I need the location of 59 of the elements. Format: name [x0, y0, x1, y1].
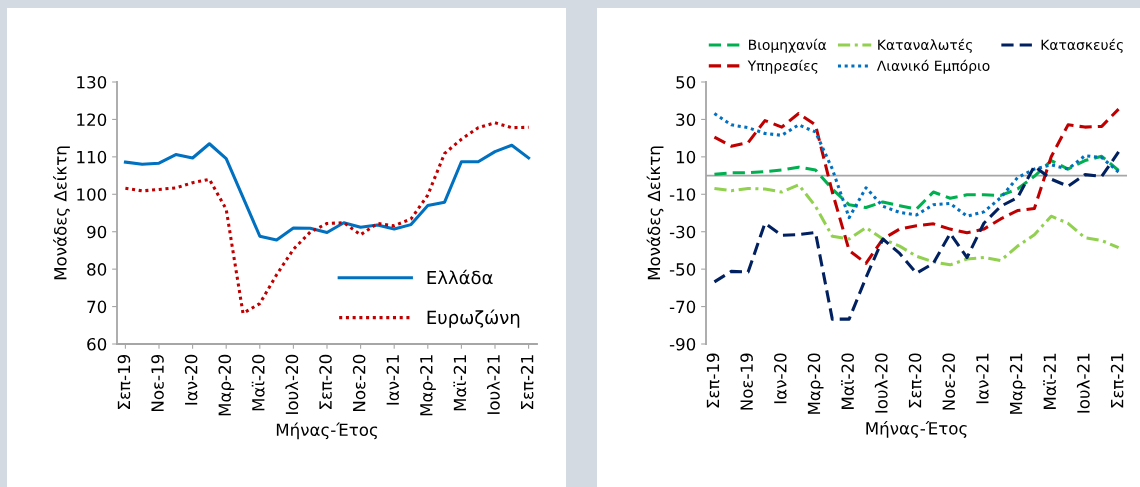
x-tick-label: Νοε-20	[942, 353, 956, 410]
legend-label: Υπηρεσίες	[747, 59, 818, 74]
x-tick-label: Σεπ-20	[908, 353, 922, 408]
x-tick-label: Ιουλ-21	[1076, 353, 1090, 413]
y-tick-label: 110	[77, 150, 107, 164]
x-tick-label: Μαϊ-20	[841, 353, 854, 409]
y-tick-label: 50	[676, 75, 696, 89]
y-tick-label: -10	[669, 188, 696, 201]
line-series	[712, 183, 1121, 267]
x-axis-title: Μήνας-Έτος	[276, 422, 378, 440]
y-axis-title: Μονάδες Δείκτη	[646, 146, 664, 280]
line-series	[712, 154, 1121, 211]
x-tick-label: Νοε-20	[352, 354, 366, 411]
legend-label: Κατασκευές	[1041, 38, 1123, 53]
y-tick-label: 70	[87, 300, 107, 314]
x-tick-label: Μαρ-21	[1009, 353, 1026, 414]
y-tick-label: -30	[669, 225, 696, 239]
x-tick-label: Ιουλ-20	[874, 353, 888, 413]
x-tick-label: Μαϊ-20	[251, 354, 265, 411]
y-axis-title: Μονάδες Δείκτη	[53, 146, 70, 280]
y-tick-label: 30	[676, 113, 696, 126]
x-tick-label: Νοε-19	[740, 353, 753, 410]
line-series	[712, 111, 1121, 220]
x-tick-label: Σεπ-21	[520, 355, 534, 409]
line-series	[712, 150, 1121, 321]
y-tick-label: 60	[87, 337, 107, 351]
x-tick-label: Ιαν-20	[184, 354, 198, 405]
x-tick-label: Μαρ-21	[420, 355, 436, 416]
x-tick-label: Νοε-19	[151, 354, 164, 411]
x-tick-label: Σεπ-19	[706, 353, 720, 408]
y-tick-label: -70	[669, 300, 696, 314]
x-tick-label: Μαρ-20	[218, 354, 235, 416]
y-tick-label: -90	[669, 337, 696, 351]
x-tick-label: Ιαν-20	[774, 353, 787, 404]
y-tick-label: 10	[676, 150, 696, 164]
y-tick-label: 120	[77, 113, 107, 126]
x-tick-label: Ιουλ-20	[285, 354, 299, 414]
x-tick-label: Ιουλ-21	[486, 355, 500, 414]
y-tick-label: 100	[77, 188, 107, 201]
legend-label: Ευρωζώνη	[427, 309, 520, 328]
x-tick-label: Μαϊ-21	[453, 355, 467, 411]
legend-label: Ελλάδα	[427, 269, 493, 285]
legend-label: Λιανικό Εμπόριο	[876, 59, 990, 74]
x-tick-label: Ιαν-21	[976, 353, 989, 404]
legend-label: Καταναλωτές	[878, 38, 973, 53]
legend-label: Βιομηχανία	[749, 38, 827, 53]
x-tick-label: Ιαν-21	[386, 355, 399, 405]
y-tick-label: 90	[87, 225, 107, 239]
y-tick-label: -50	[669, 263, 696, 276]
line-series	[712, 107, 1121, 265]
line-series	[123, 142, 531, 242]
y-tick-label: 130	[77, 75, 107, 89]
y-tick-label: 80	[87, 263, 107, 276]
x-tick-label: Σεπ-21	[1110, 353, 1124, 408]
x-tick-label: Σεπ-20	[319, 354, 332, 409]
x-axis-title: Μήνας-Έτος	[866, 421, 967, 438]
x-tick-label: Μαϊ-21	[1043, 353, 1057, 409]
x-tick-label: Σεπ-19	[117, 354, 131, 409]
x-tick-label: Μαρ-20	[807, 353, 824, 414]
